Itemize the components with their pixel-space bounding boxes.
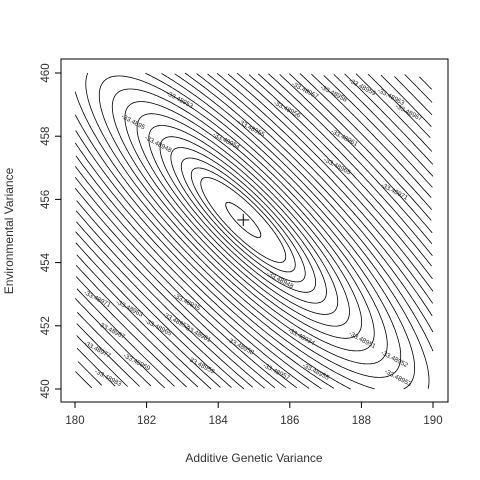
- contour-line-7: [136, 113, 350, 327]
- contour-line-35: [75, 76, 432, 389]
- y-tick-label-5: 460: [40, 63, 52, 82]
- contour-line-33: [76, 76, 433, 387]
- contour-label-0: -33.48948: [265, 270, 294, 290]
- contour-line-18: [74, 73, 434, 389]
- y-axis: 450 452 454 456 458 460: [40, 63, 61, 399]
- contour-line-15: [74, 73, 434, 390]
- contour-line-22: [76, 73, 433, 390]
- contour-line-12: [74, 73, 415, 390]
- contour-label-25: -33.48961: [183, 324, 212, 344]
- maximum-marker: [237, 213, 250, 226]
- contour-label-1: -33.48948: [143, 134, 172, 154]
- contour-line-10: [98, 75, 388, 365]
- contour-line-19: [74, 72, 433, 389]
- y-tick-label-1: 452: [40, 316, 52, 335]
- x-tick-label-5: 190: [423, 415, 442, 427]
- contour-label-23: -33.48958: [226, 337, 255, 357]
- y-tick-label-2: 454: [40, 252, 52, 272]
- x-tick-label-2: 184: [209, 415, 229, 427]
- contour-line-4: [170, 147, 316, 293]
- x-axis: 180 182 184 186 188 190: [65, 402, 443, 427]
- contour-line-0: [225, 202, 262, 238]
- contour-label-24: -33.48959: [186, 356, 215, 376]
- contour-line-28: [76, 74, 434, 387]
- contour-label-32: -33.48983: [93, 368, 122, 388]
- contour-line-8: [124, 101, 362, 339]
- contour-line-21: [75, 73, 433, 388]
- contour-label-4: -33.48952: [380, 349, 409, 369]
- contour-line-16: [75, 73, 433, 389]
- contour-line-32: [76, 74, 432, 387]
- contour-line-11: [85, 72, 402, 378]
- contour-line-14: [75, 72, 434, 389]
- contour-line-30: [77, 73, 433, 387]
- contour-line-9: [111, 88, 375, 352]
- plot-frame: [60, 58, 449, 403]
- contour-label-5: -33.48953: [383, 368, 412, 388]
- contour-line-34: [77, 74, 433, 386]
- contour-label-11: -33.48958: [319, 84, 348, 104]
- contour-line-31: [76, 73, 431, 387]
- y-tick-label-3: 456: [40, 190, 52, 209]
- x-tick-label-1: 182: [137, 415, 156, 427]
- contour-line-6: [148, 125, 339, 315]
- contour-line-26: [75, 73, 432, 388]
- contour-label-16: -33.48967: [394, 103, 423, 123]
- contour-label-8: -33.48955: [237, 119, 266, 139]
- contour-line-24: [75, 73, 432, 388]
- y-axis-label: Environmental Variance: [2, 167, 16, 294]
- contour-line-3: [180, 157, 306, 283]
- contour-line-13: [74, 73, 430, 390]
- contour-label-21: -33.48955: [301, 362, 330, 382]
- contour-line-27: [75, 75, 433, 388]
- x-axis-label: Additive Genetic Variance: [185, 451, 323, 465]
- contour-line-25: [76, 73, 432, 390]
- contour-line-1: [200, 177, 287, 263]
- x-tick-label-3: 186: [280, 415, 299, 427]
- contour-line-20: [76, 74, 432, 389]
- contour-line-29: [74, 73, 434, 389]
- y-tick-label-4: 458: [40, 127, 52, 146]
- x-tick-label-0: 180: [65, 415, 84, 427]
- contour-line-17: [74, 72, 434, 389]
- contour-line-5: [159, 136, 327, 304]
- contour-label-26: -33.48963: [115, 299, 144, 319]
- contour-lines: [74, 72, 434, 390]
- x-tick-label-4: 188: [352, 415, 371, 427]
- contour-label-13: -33.48961: [330, 128, 359, 148]
- y-tick-label-0: 450: [40, 379, 52, 398]
- contour-line-2: [190, 167, 296, 273]
- contour-line-23: [75, 74, 433, 388]
- contour-label-3: -33.48951: [348, 330, 377, 350]
